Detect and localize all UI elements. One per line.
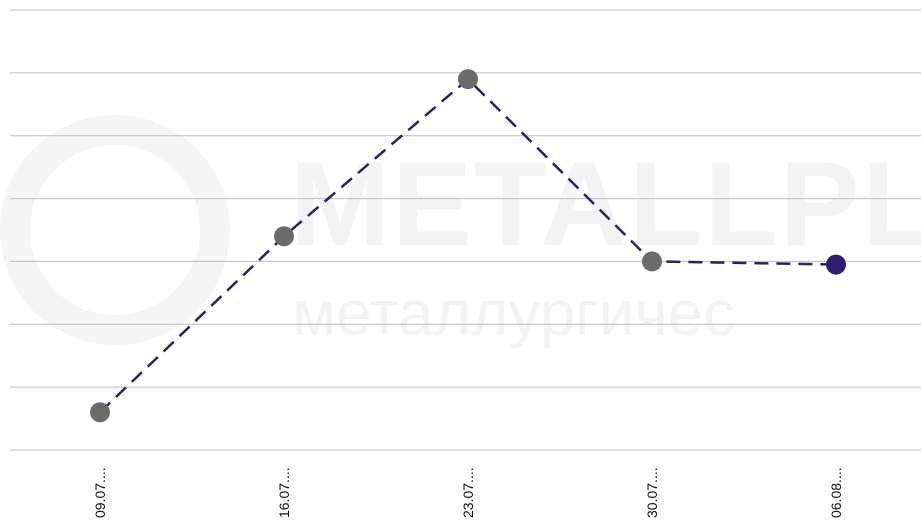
watermark-logo: METALLPL металлургичес bbox=[0, 115, 921, 349]
data-point[interactable] bbox=[458, 69, 478, 90]
watermark-subtitle: металлургичес bbox=[292, 277, 735, 349]
x-tick-label: 16.07.... bbox=[276, 467, 292, 518]
grid bbox=[10, 9, 921, 451]
data-point[interactable] bbox=[826, 254, 846, 275]
x-tick-label: 09.07.... bbox=[92, 467, 108, 518]
watermark-emblem-icon bbox=[0, 115, 230, 345]
data-point[interactable] bbox=[642, 251, 662, 272]
x-tick-label: 30.07.... bbox=[644, 467, 660, 518]
watermark-brand: METALLPL bbox=[290, 137, 921, 271]
x-axis-ticks: 09.07.... 16.07.... 23.07.... 30.07.... 06.0… bbox=[92, 467, 844, 518]
x-tick-label: 06.08.... bbox=[828, 467, 844, 518]
data-point[interactable] bbox=[274, 226, 294, 247]
data-points bbox=[90, 69, 846, 423]
x-tick-label: 23.07.... bbox=[460, 467, 476, 518]
data-point[interactable] bbox=[90, 402, 110, 423]
